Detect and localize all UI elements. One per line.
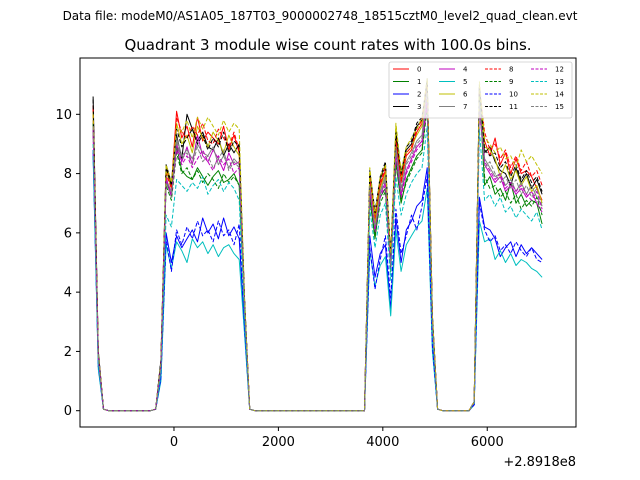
x-tick-label: 2000 — [262, 435, 295, 450]
legend-label-14: 14 — [555, 91, 564, 99]
legend-label-6: 6 — [463, 91, 468, 99]
legend-label-4: 4 — [463, 66, 468, 74]
y-tick-label: 0 — [64, 404, 72, 419]
legend-label-13: 13 — [555, 78, 564, 86]
legend-label-7: 7 — [463, 103, 467, 111]
x-tick-label: 4000 — [366, 435, 399, 450]
legend-label-12: 12 — [555, 66, 564, 74]
plot-frame — [79, 57, 577, 428]
series-line-15 — [92, 93, 543, 412]
legend-label-9: 9 — [509, 78, 513, 86]
chart-suptitle: Data file: modeM0/AS1A05_187T03_90000027… — [63, 9, 578, 23]
legend-label-11: 11 — [509, 103, 518, 111]
x-tick-label: 6000 — [471, 435, 504, 450]
y-tick-label: 2 — [64, 345, 72, 360]
x-tick-label: 0 — [170, 435, 178, 450]
y-tick-label: 8 — [64, 167, 72, 182]
y-tick-label: 4 — [64, 286, 72, 301]
legend-label-8: 8 — [509, 66, 513, 74]
legend-frame — [388, 61, 573, 119]
y-tick-label: 6 — [64, 226, 72, 241]
y-tick-label: 10 — [55, 108, 72, 123]
legend-label-0: 0 — [417, 66, 421, 74]
x-axis: 0 2000 4000 6000 — [170, 427, 504, 450]
y-axis: 0 2 4 6 8 10 — [55, 108, 80, 419]
legend-label-10: 10 — [509, 91, 518, 99]
legend-label-1: 1 — [417, 78, 421, 86]
legend-label-15: 15 — [555, 103, 564, 111]
x-offset-label: +2.8918e8 — [503, 455, 576, 470]
legend-label-5: 5 — [463, 78, 467, 86]
series-layer — [92, 78, 543, 412]
chart-title: Quadrant 3 module wise count rates with … — [124, 36, 531, 54]
legend-label-3: 3 — [417, 103, 421, 111]
legend-label-2: 2 — [417, 91, 421, 99]
